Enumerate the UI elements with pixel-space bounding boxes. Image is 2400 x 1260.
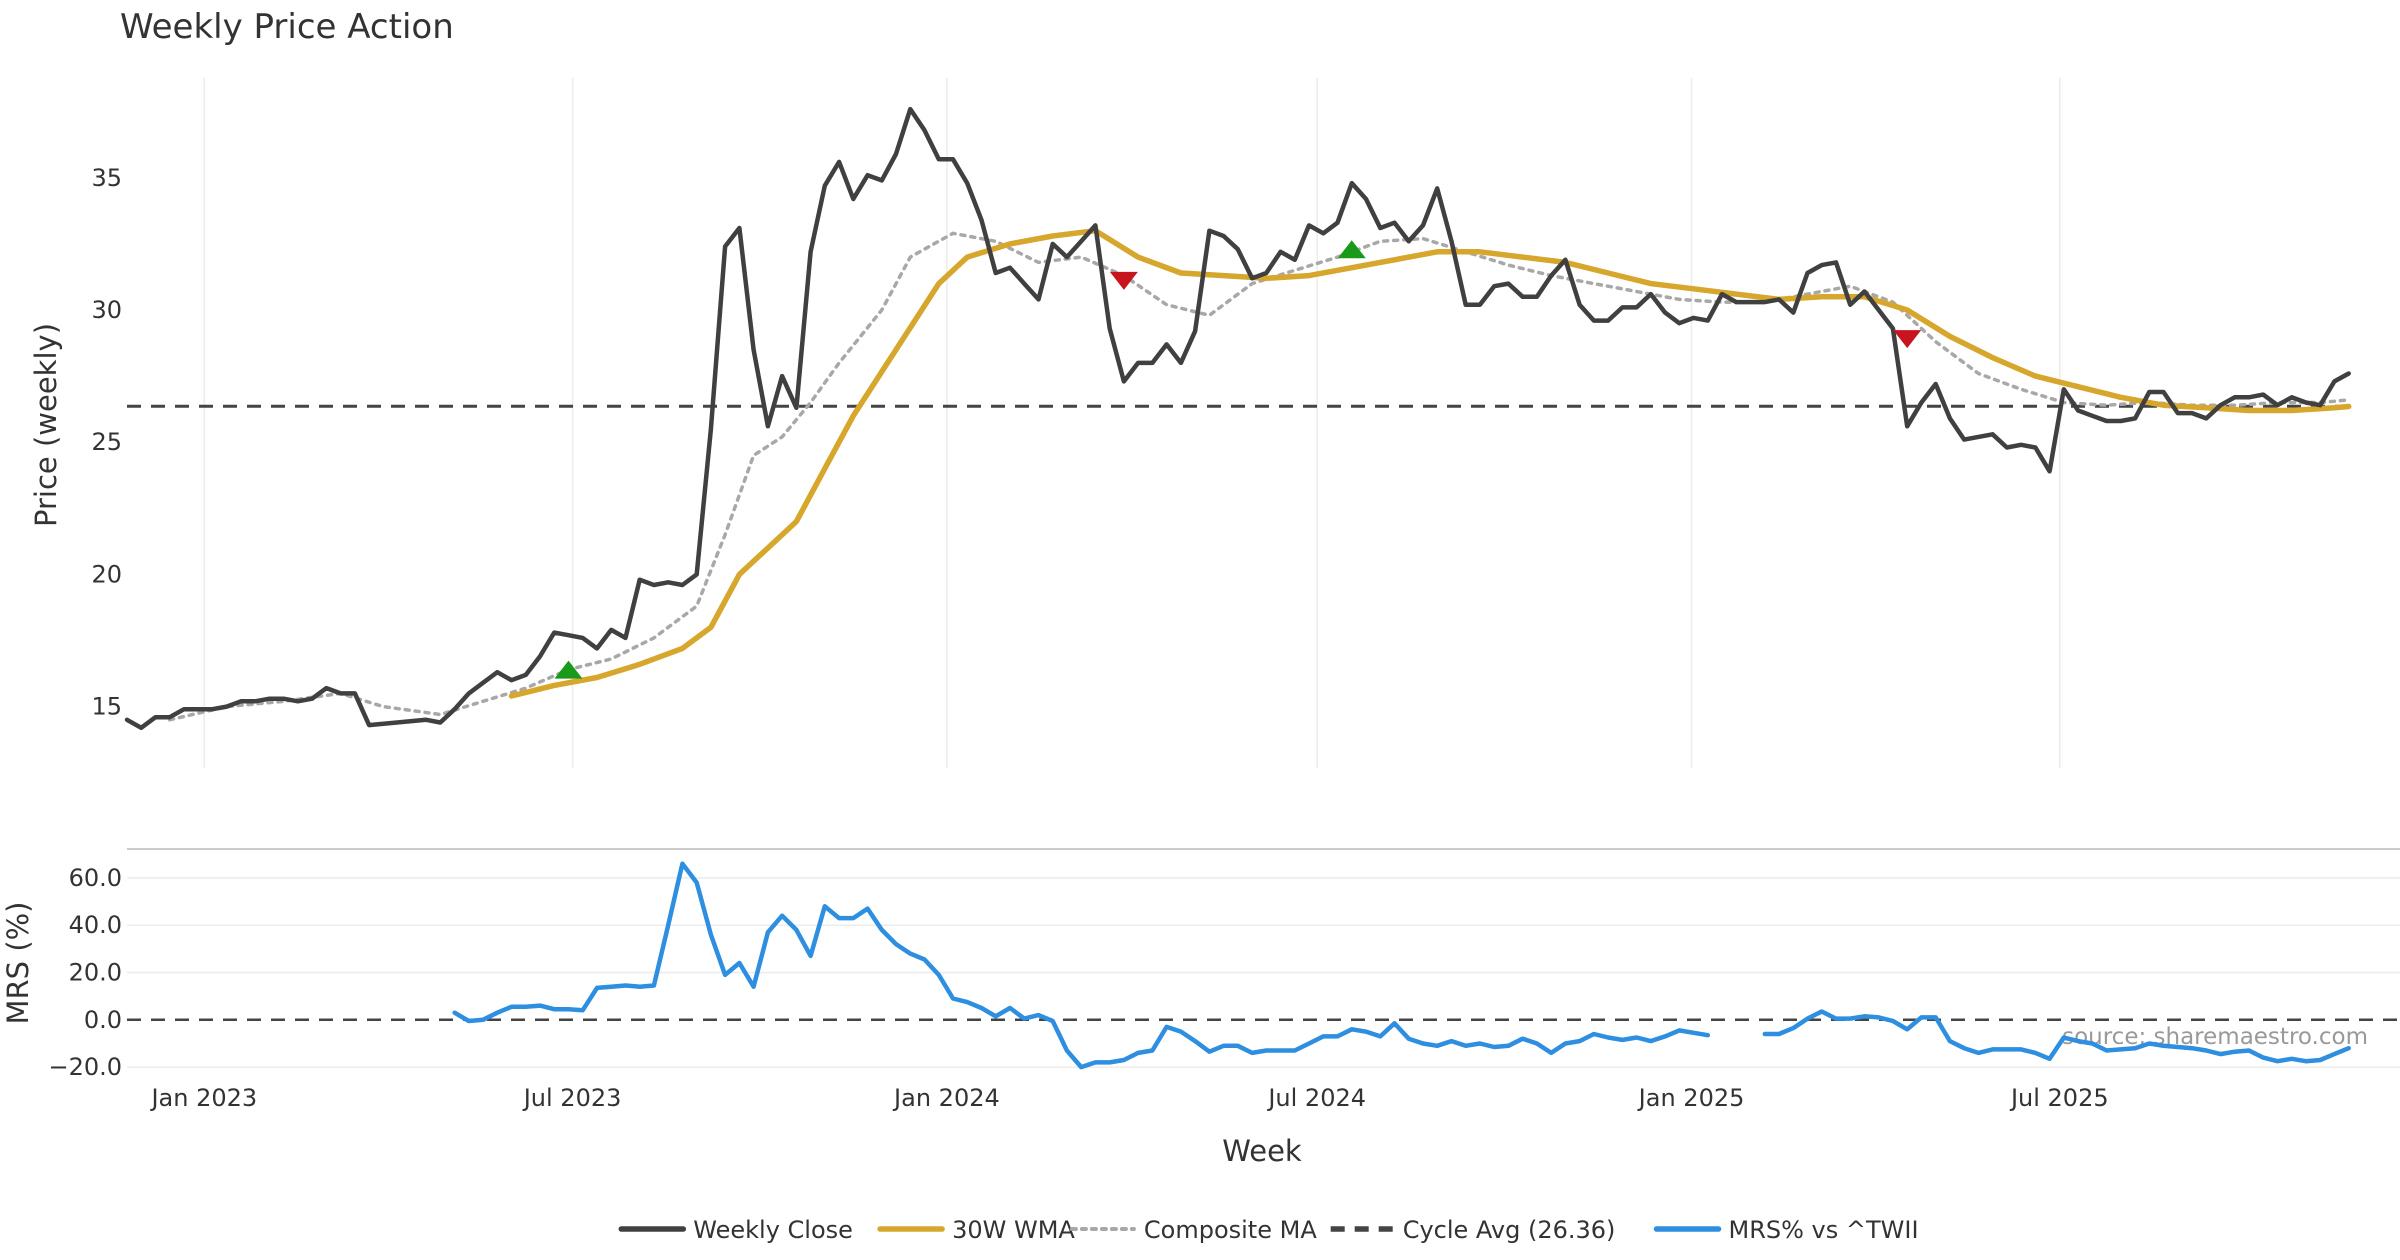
price-y-tick-label: 30 [91, 296, 122, 324]
price-y-tick-label: 15 [91, 693, 122, 721]
mrs-vs-twii-line [1762, 1009, 2351, 1064]
mrs-y-tick-label: −20.0 [48, 1053, 122, 1081]
mrs-y-tick-label: 40.0 [69, 911, 122, 939]
buy-signal-marker [1337, 240, 1366, 259]
mrs-y-axis-label: MRS (%) [1, 902, 35, 1025]
price-y-tick-label: 35 [91, 164, 122, 192]
legend-label: 30W WMA [952, 1216, 1075, 1244]
series-layer [124, 106, 2352, 1070]
x-tick-label: Jan 2023 [149, 1084, 257, 1112]
chart-title: Weekly Price Action [120, 7, 454, 47]
mrs-y-tick-label: 20.0 [69, 959, 122, 987]
price-y-tick-label: 25 [91, 428, 122, 456]
mrs-vs-twii-line [452, 861, 1711, 1070]
legend-label: MRS% vs ^TWII [1729, 1216, 1919, 1244]
x-tick-label: Jan 2025 [1637, 1084, 1745, 1112]
source-annotation: source: sharemaestro.com [2062, 1024, 2368, 1050]
x-tick-label: Jan 2024 [892, 1084, 1000, 1112]
price-y-axis-label: Price (weekly) [29, 323, 63, 527]
signal-markers [554, 240, 1922, 679]
tick-labels: Jan 2023 Jul 2023 Jan 2024 Jul 2024 Jan 2025… [48, 164, 2108, 1112]
sell-signal-marker [1893, 330, 1922, 349]
price-y-tick-label: 20 [91, 560, 122, 588]
legend-label: Weekly Close [693, 1216, 853, 1244]
weekly-close-line [124, 106, 2351, 731]
x-tick-label: Jul 2024 [1266, 1084, 1366, 1112]
buy-signal-marker [554, 660, 583, 679]
grid-layer [127, 78, 2400, 1068]
legend-label: Cycle Avg (26.36) [1403, 1216, 1616, 1244]
reference-lines [127, 404, 2400, 1022]
mrs-y-tick-label: 0.0 [84, 1006, 122, 1034]
x-axis-label: Week [1222, 1134, 1302, 1168]
legend: Weekly Close 30W WMA Composite MA Cycle Avg… [618, 1216, 1919, 1244]
x-tick-label: Jul 2025 [2009, 1084, 2109, 1112]
x-tick-label: Jul 2023 [522, 1084, 622, 1112]
mrs-y-tick-label: 60.0 [69, 864, 122, 892]
30w-wma-line [508, 227, 2352, 699]
legend-label: Composite MA [1144, 1216, 1317, 1244]
composite-ma-line [167, 231, 2351, 722]
sell-signal-marker [1109, 271, 1138, 290]
